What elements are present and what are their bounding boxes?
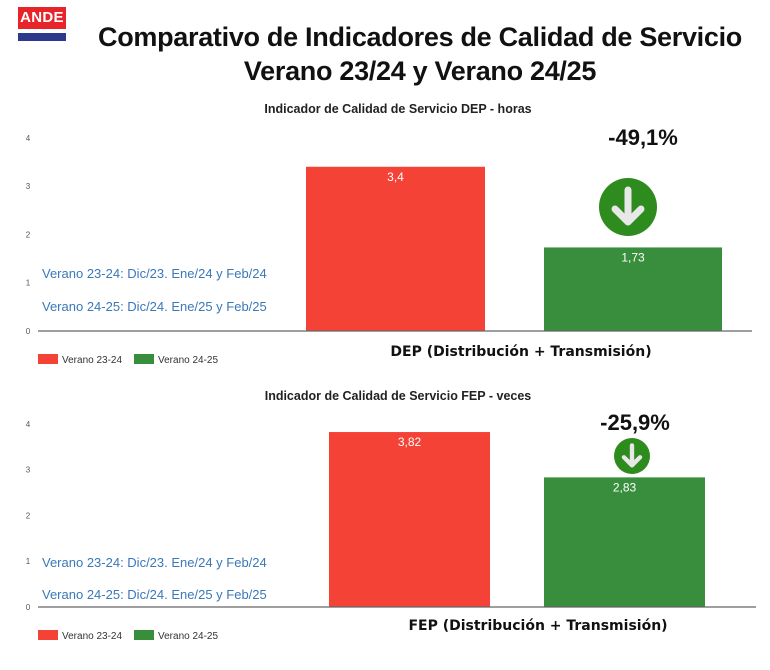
bar-data-label: 3,4 — [387, 170, 404, 184]
legend-swatch — [38, 354, 58, 364]
y-tick-label: 4 — [26, 420, 31, 429]
legend-swatch — [134, 354, 154, 364]
y-tick-label: 1 — [26, 557, 31, 566]
legend-label: Verano 24-25 — [158, 355, 218, 366]
bar-verano-23-24 — [306, 166, 485, 331]
y-tick-label: 0 — [26, 603, 31, 612]
legend-label: Verano 23-24 — [62, 355, 122, 366]
y-tick-label: 2 — [26, 230, 31, 239]
y-tick-label: 3 — [26, 466, 31, 475]
ande-logo: ANDE — [18, 7, 66, 41]
logo-blue-stripe — [18, 33, 66, 41]
y-tick-label: 1 — [26, 279, 31, 288]
period-note: Verano 24-25: Dic/24. Ene/25 y Feb/25 — [42, 299, 267, 314]
change-percentage: -25,9% — [600, 410, 670, 435]
bar-verano-24-25 — [544, 247, 722, 331]
legend-label: Verano 24-25 — [158, 631, 218, 642]
bar-verano-23-24 — [329, 432, 490, 607]
period-note: Verano 23-24: Dic/23. Ene/24 y Feb/24 — [42, 266, 267, 281]
arrow-down-circle-icon — [599, 178, 657, 236]
logo-text: ANDE — [18, 7, 66, 29]
bar-data-label: 1,73 — [621, 250, 645, 264]
main-title-line2: Verano 23/24 y Verano 24/25 — [243, 56, 597, 86]
period-note: Verano 24-25: Dic/24. Ene/25 y Feb/25 — [42, 587, 267, 602]
x-category-label: FEP (Distribución + Transmisión) — [408, 618, 667, 634]
bar-data-label: 3,82 — [398, 435, 422, 449]
y-tick-label: 2 — [26, 511, 31, 520]
logo-white-stripe — [18, 29, 66, 33]
period-note: Verano 23-24: Dic/23. Ene/24 y Feb/24 — [42, 555, 267, 570]
y-tick-label: 4 — [26, 134, 31, 143]
legend-swatch — [134, 630, 154, 640]
chart-title: Indicador de Calidad de Servicio DEP - h… — [264, 102, 531, 116]
legend-label: Verano 23-24 — [62, 631, 122, 642]
x-category-label: DEP (Distribución + Transmisión) — [390, 344, 651, 360]
y-tick-label: 3 — [26, 182, 31, 191]
chart-title: Indicador de Calidad de Servicio FEP - v… — [265, 389, 532, 403]
y-tick-label: 0 — [26, 327, 31, 336]
bar-data-label: 2,83 — [613, 480, 637, 494]
legend-swatch — [38, 630, 58, 640]
arrow-down-circle-icon — [614, 438, 650, 474]
change-percentage: -49,1% — [608, 125, 678, 150]
main-title-line1: Comparativo de Indicadores de Calidad de… — [98, 22, 742, 52]
bar-verano-24-25 — [544, 477, 705, 607]
